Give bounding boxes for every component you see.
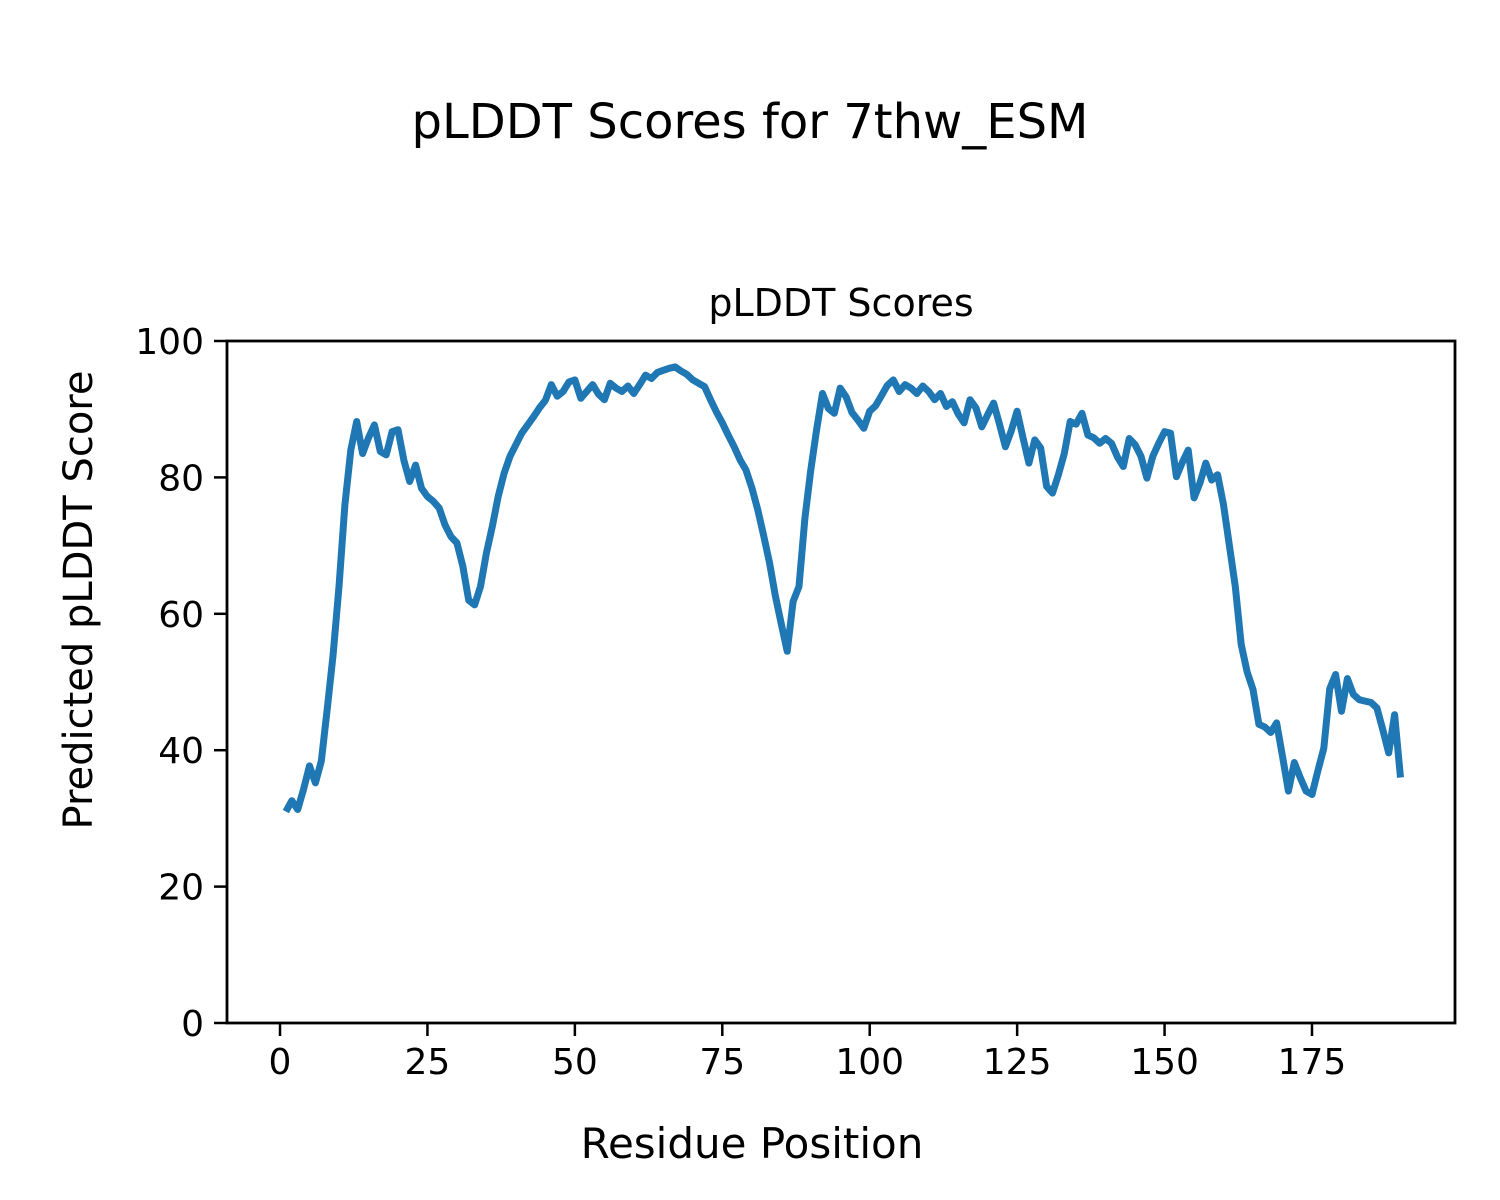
axis-ticks: 0 25 50 75 100 125 150 175 0 20 40 60 80 100 <box>135 322 1346 1083</box>
x-tick-label: 25 <box>405 1042 451 1083</box>
y-tick-label: 100 <box>135 322 204 363</box>
x-tick-label: 150 <box>1130 1042 1199 1083</box>
x-tick-label: 100 <box>835 1042 904 1083</box>
y-tick-label: 40 <box>158 731 204 772</box>
x-tick-label: 125 <box>983 1042 1052 1083</box>
plddt-line-series <box>282 363 1404 814</box>
y-tick-label: 80 <box>158 458 204 499</box>
plot-area-border <box>225 339 1457 1025</box>
x-tick-label: 75 <box>699 1042 745 1083</box>
y-axis-label: Predicted pLDDT Score <box>56 371 102 830</box>
y-tick-label: 20 <box>158 868 204 909</box>
axes-title: pLDDT Scores <box>708 281 973 325</box>
y-tick-label: 0 <box>181 1004 204 1045</box>
figure-suptitle: pLDDT Scores for 7thw_ESM <box>412 94 1089 150</box>
x-tick-label: 175 <box>1278 1042 1347 1083</box>
x-axis-label: Residue Position <box>581 1119 924 1168</box>
x-tick-label: 50 <box>552 1042 598 1083</box>
y-tick-label: 60 <box>158 595 204 636</box>
x-tick-label: 0 <box>269 1042 292 1083</box>
